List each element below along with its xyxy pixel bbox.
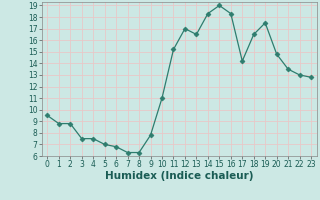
X-axis label: Humidex (Indice chaleur): Humidex (Indice chaleur) <box>105 171 253 181</box>
